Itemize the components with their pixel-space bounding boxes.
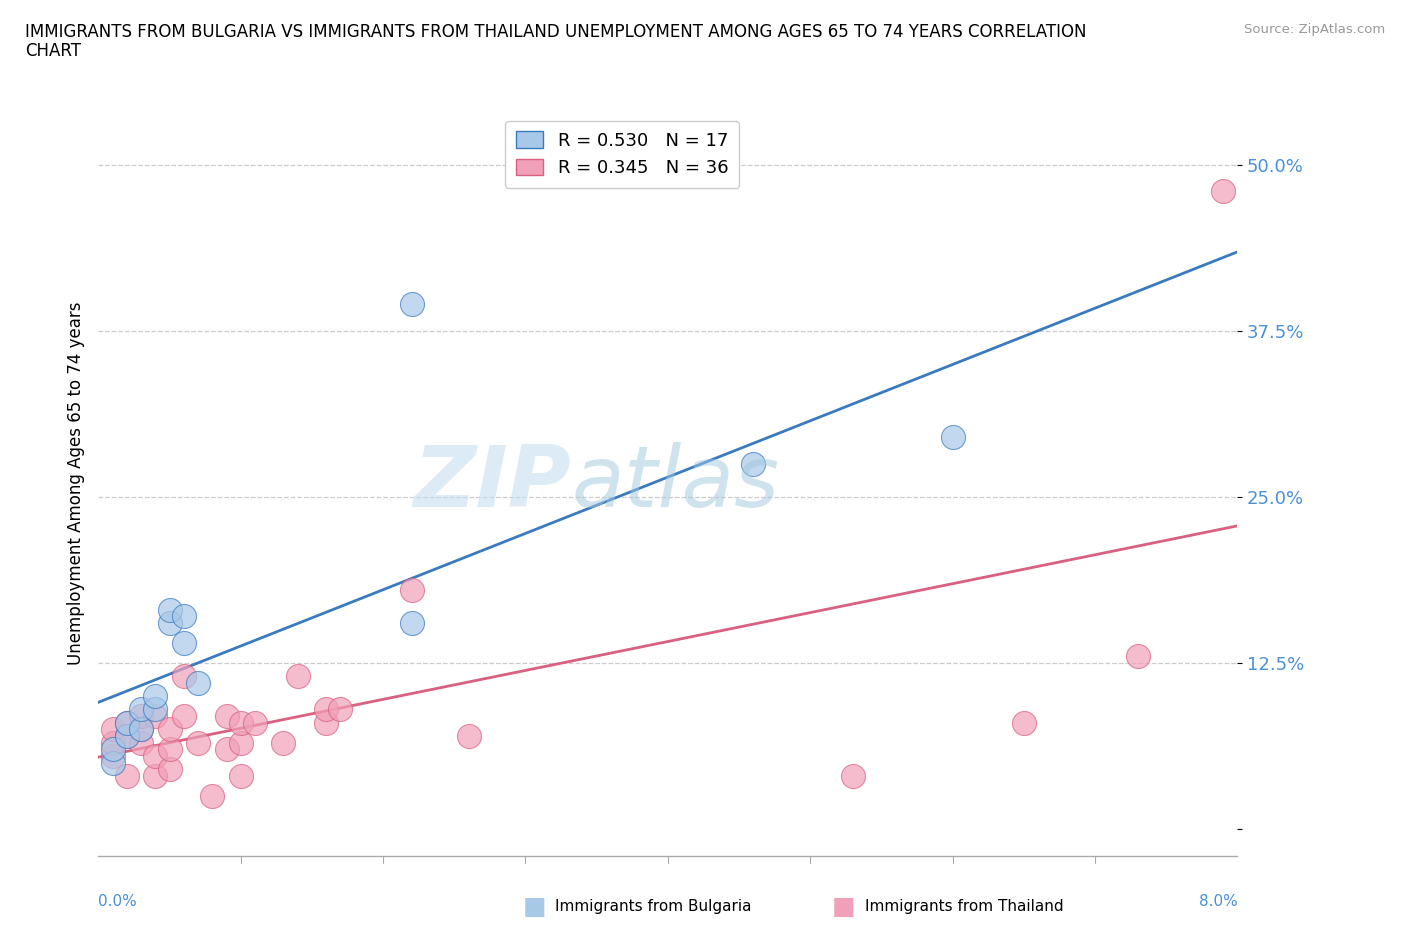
Point [115, 728, 138, 743]
Point [115, 728, 138, 743]
Point [173, 609, 195, 624]
Point [842, 768, 865, 783]
Point [145, 702, 167, 717]
Point [115, 715, 138, 730]
Text: ■: ■ [832, 895, 855, 919]
Point [145, 768, 167, 783]
Point [215, 709, 238, 724]
Point [159, 742, 181, 757]
Point [129, 702, 152, 717]
Point [145, 749, 167, 764]
Point [401, 582, 423, 597]
Point [115, 768, 138, 783]
Point [401, 616, 423, 631]
Point [129, 722, 152, 737]
Point [329, 702, 352, 717]
Point [159, 616, 181, 631]
Point [173, 669, 195, 684]
Legend: R = 0.530   N = 17, R = 0.345   N = 36: R = 0.530 N = 17, R = 0.345 N = 36 [505, 121, 740, 188]
Point [229, 715, 252, 730]
Point [101, 722, 124, 737]
Point [457, 728, 479, 743]
Point [273, 736, 295, 751]
Point [173, 709, 195, 724]
Text: CHART: CHART [25, 42, 82, 60]
Y-axis label: Unemployment Among Ages 65 to 74 years: Unemployment Among Ages 65 to 74 years [66, 302, 84, 665]
Point [159, 603, 181, 618]
Point [187, 736, 209, 751]
Point [129, 709, 152, 724]
Point [287, 669, 309, 684]
Point [101, 742, 124, 757]
Text: ZIP: ZIP [413, 442, 571, 525]
Text: 8.0%: 8.0% [1198, 895, 1237, 910]
Point [173, 635, 195, 650]
Point [1126, 649, 1149, 664]
Text: IMMIGRANTS FROM BULGARIA VS IMMIGRANTS FROM THAILAND UNEMPLOYMENT AMONG AGES 65 : IMMIGRANTS FROM BULGARIA VS IMMIGRANTS F… [25, 23, 1087, 41]
Point [101, 755, 124, 770]
Point [742, 457, 765, 472]
Point [145, 709, 167, 724]
Point [229, 736, 252, 751]
Text: ■: ■ [523, 895, 546, 919]
Point [401, 297, 423, 312]
Point [129, 736, 152, 751]
Point [159, 762, 181, 777]
Point [215, 742, 238, 757]
Point [101, 749, 124, 764]
Point [201, 789, 224, 804]
Point [101, 736, 124, 751]
Text: 0.0%: 0.0% [98, 895, 138, 910]
Text: atlas: atlas [571, 442, 779, 525]
Point [315, 715, 337, 730]
Text: Source: ZipAtlas.com: Source: ZipAtlas.com [1244, 23, 1385, 36]
Point [1212, 184, 1234, 199]
Point [145, 689, 167, 704]
Point [229, 768, 252, 783]
Text: Immigrants from Thailand: Immigrants from Thailand [865, 899, 1063, 914]
Point [1012, 715, 1035, 730]
Point [115, 715, 138, 730]
Text: Immigrants from Bulgaria: Immigrants from Bulgaria [555, 899, 752, 914]
Point [129, 722, 152, 737]
Point [942, 430, 965, 445]
Point [187, 675, 209, 690]
Point [159, 722, 181, 737]
Point [243, 715, 266, 730]
Point [315, 702, 337, 717]
